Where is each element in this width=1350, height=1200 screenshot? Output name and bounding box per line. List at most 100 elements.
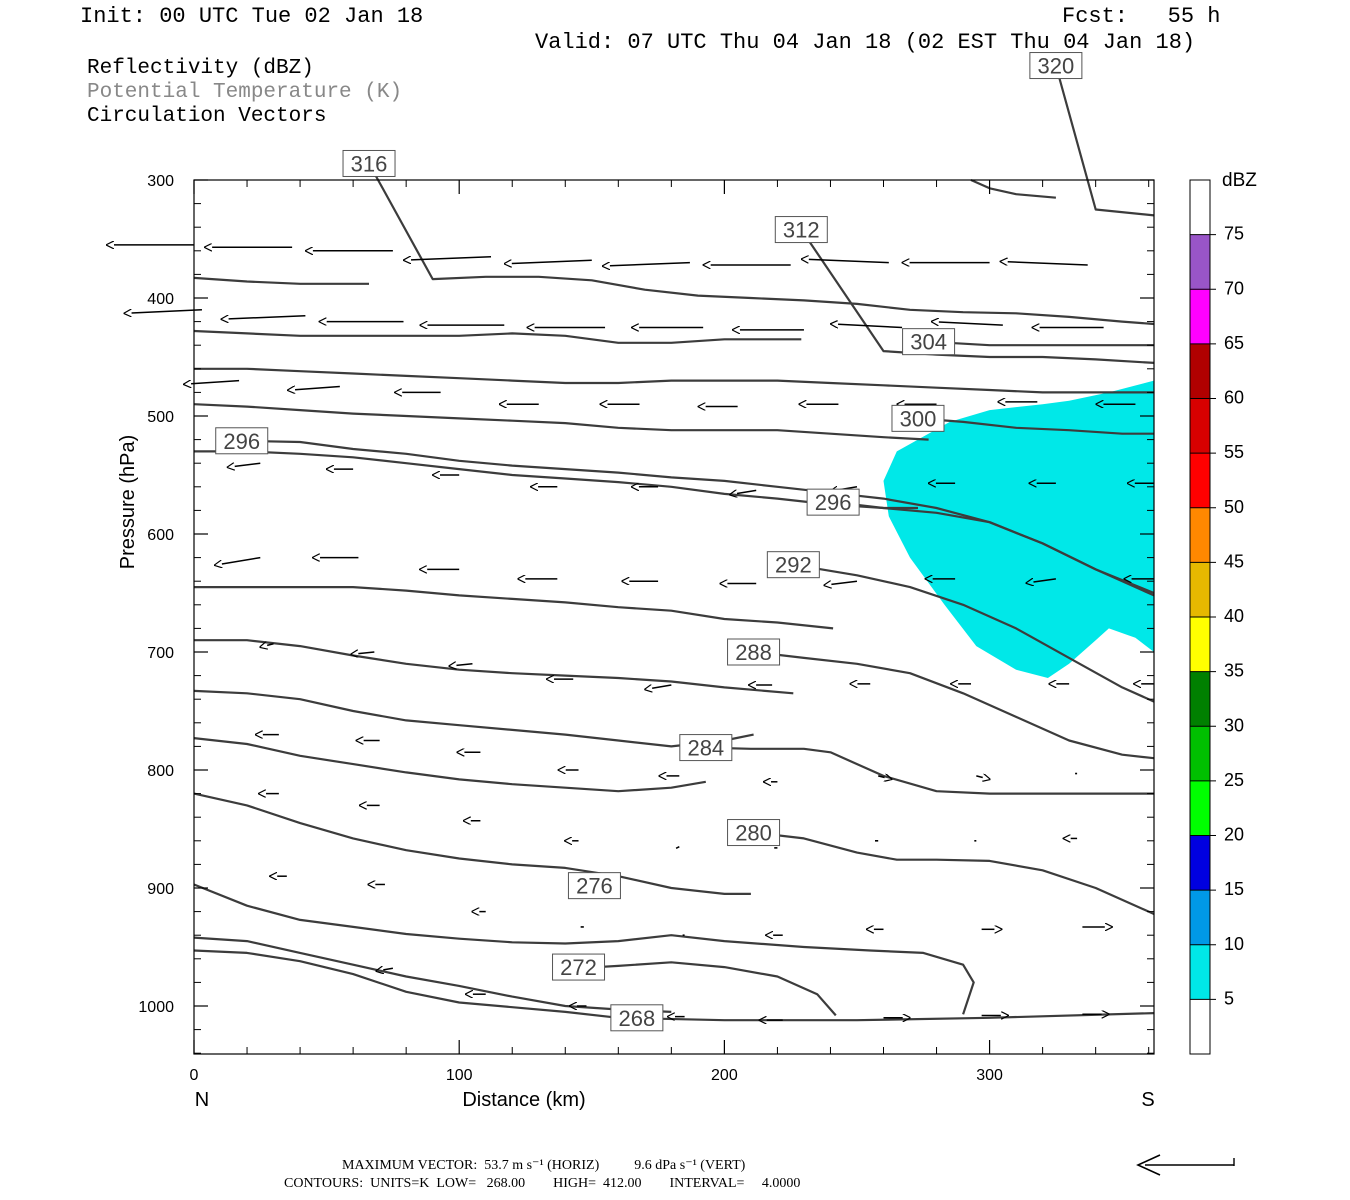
x-tick-label: 0 (190, 1067, 199, 1084)
contour-label: 276 (576, 874, 613, 899)
legend-potential-temperature: Potential Temperature (K) (87, 81, 403, 104)
circulation-vector (809, 259, 889, 262)
theta-contour-284 (193, 737, 706, 793)
contour-label-box (679, 734, 733, 762)
colorbar-bin (1190, 398, 1210, 454)
theta-contour-296 (241, 439, 1155, 597)
colorbar-label: 30 (1224, 715, 1244, 735)
colorbar-label: 20 (1224, 825, 1244, 845)
colorbar-title: dBZ (1222, 170, 1257, 191)
colorbar-label: 60 (1224, 388, 1244, 408)
colorbar-bin (1190, 234, 1210, 290)
colorbar-bin (1190, 507, 1210, 563)
contour-label: 320 (1038, 54, 1075, 79)
circulation-vector (1033, 579, 1056, 582)
circulation-vector (976, 776, 982, 778)
circulation-vector (132, 310, 202, 313)
circulation-vector (229, 316, 306, 319)
colorbar-label: 50 (1224, 497, 1244, 517)
colorbar-label: 65 (1224, 333, 1244, 353)
colorbar-bin (1190, 617, 1210, 672)
y-tick-label: 700 (147, 645, 174, 662)
y-tick-label: 300 (147, 173, 174, 190)
reference-vector-head (1136, 1154, 1161, 1176)
theta-contour-312 (800, 228, 1155, 364)
max-vector-note: MAXIMUM VECTOR: 53.7 m s⁻¹ (HORIZ) 9.6 d… (342, 1158, 746, 1173)
circulation-vector (411, 257, 492, 260)
contour-label-box (727, 638, 781, 666)
contour-label: 300 (900, 406, 937, 431)
circulation-vector (652, 685, 672, 688)
contour-label: 272 (560, 955, 597, 980)
forecast-hour: Fcst: 55 h (1062, 4, 1221, 29)
colorbar-bin (1190, 726, 1210, 781)
x-tick-label: 200 (711, 1067, 738, 1084)
circulation-vector (383, 968, 394, 970)
south-label: S (1141, 1089, 1154, 1111)
circulation-vector (267, 644, 274, 646)
colorbar-label: 5 (1224, 988, 1234, 1008)
y-tick-label: 800 (147, 763, 174, 780)
theta-contour-280 (193, 792, 751, 895)
theta-contour-272 (193, 936, 672, 1013)
circulation-vector (939, 322, 1003, 325)
theta-contour-300 (917, 417, 1154, 435)
circulation-vector (456, 664, 473, 666)
legend-circulation-vectors: Circulation Vectors (87, 105, 327, 128)
y-tick-label: 900 (147, 881, 174, 898)
circulation-vector (295, 387, 340, 390)
circulation-vector (737, 490, 757, 493)
contour-label: 316 (351, 151, 388, 176)
theta-contour-292 (793, 563, 1155, 703)
colorbar-bin (1190, 671, 1210, 727)
theta-contour-320 (1054, 65, 1155, 217)
contour-label-box (806, 488, 860, 516)
circulation-vector (838, 324, 903, 327)
north-label: N (195, 1089, 209, 1111)
contour-label: 284 (687, 736, 724, 761)
contour-label-box (567, 872, 621, 900)
theta-contour-316 (368, 162, 1155, 326)
y-axis-label: Pressure (hPa) (117, 435, 139, 570)
contour-label: 296 (223, 429, 260, 454)
theta-contour-268 (193, 949, 1155, 1022)
theta-contour-280 (753, 831, 1155, 916)
circulation-vector (610, 263, 690, 266)
theta-contour-272 (578, 961, 837, 1017)
contour-label-box (1029, 52, 1083, 80)
colorbar-label: 45 (1224, 551, 1244, 571)
colorbar-bin (1190, 289, 1210, 344)
y-tick-label: 500 (147, 409, 174, 426)
contour-label-box (774, 216, 828, 244)
contour-label-box (610, 1004, 664, 1032)
y-tick-label: 400 (147, 291, 174, 308)
theta-contour-288 (193, 689, 754, 748)
contour-label-box (342, 149, 396, 177)
colorbar-label: 35 (1224, 661, 1244, 681)
colorbar-bin (1190, 780, 1210, 836)
contour-label: 312 (783, 218, 820, 243)
circulation-vector (512, 260, 592, 263)
contour-label: 280 (735, 821, 772, 846)
colorbar-bin (1190, 944, 1210, 1000)
contour-label-box (891, 404, 945, 432)
circulation-vector (1008, 262, 1088, 265)
contour-label-box (552, 953, 606, 981)
colorbar-label: 25 (1224, 770, 1244, 790)
colorbar-bin (1190, 890, 1210, 945)
circulation-vector (831, 581, 858, 584)
x-tick-label: 100 (446, 1067, 473, 1084)
valid-time: Valid: 07 UTC Thu 04 Jan 18 (02 EST Thu … (535, 30, 1196, 55)
init-time: Init: 00 UTC Tue 02 Jan 18 (80, 4, 424, 29)
colorbar-label: 70 (1224, 278, 1244, 298)
circulation-vector (878, 776, 884, 778)
contour-label: 268 (619, 1006, 656, 1031)
theta-contour-304 (928, 340, 1154, 347)
theta-contour-284 (705, 746, 1154, 795)
theta-contour-276 (193, 883, 975, 1015)
colorbar-label: 10 (1224, 934, 1244, 954)
circulation-vector (235, 463, 261, 466)
theta-contour-320 (970, 178, 1056, 199)
contour-label: 304 (910, 330, 947, 355)
